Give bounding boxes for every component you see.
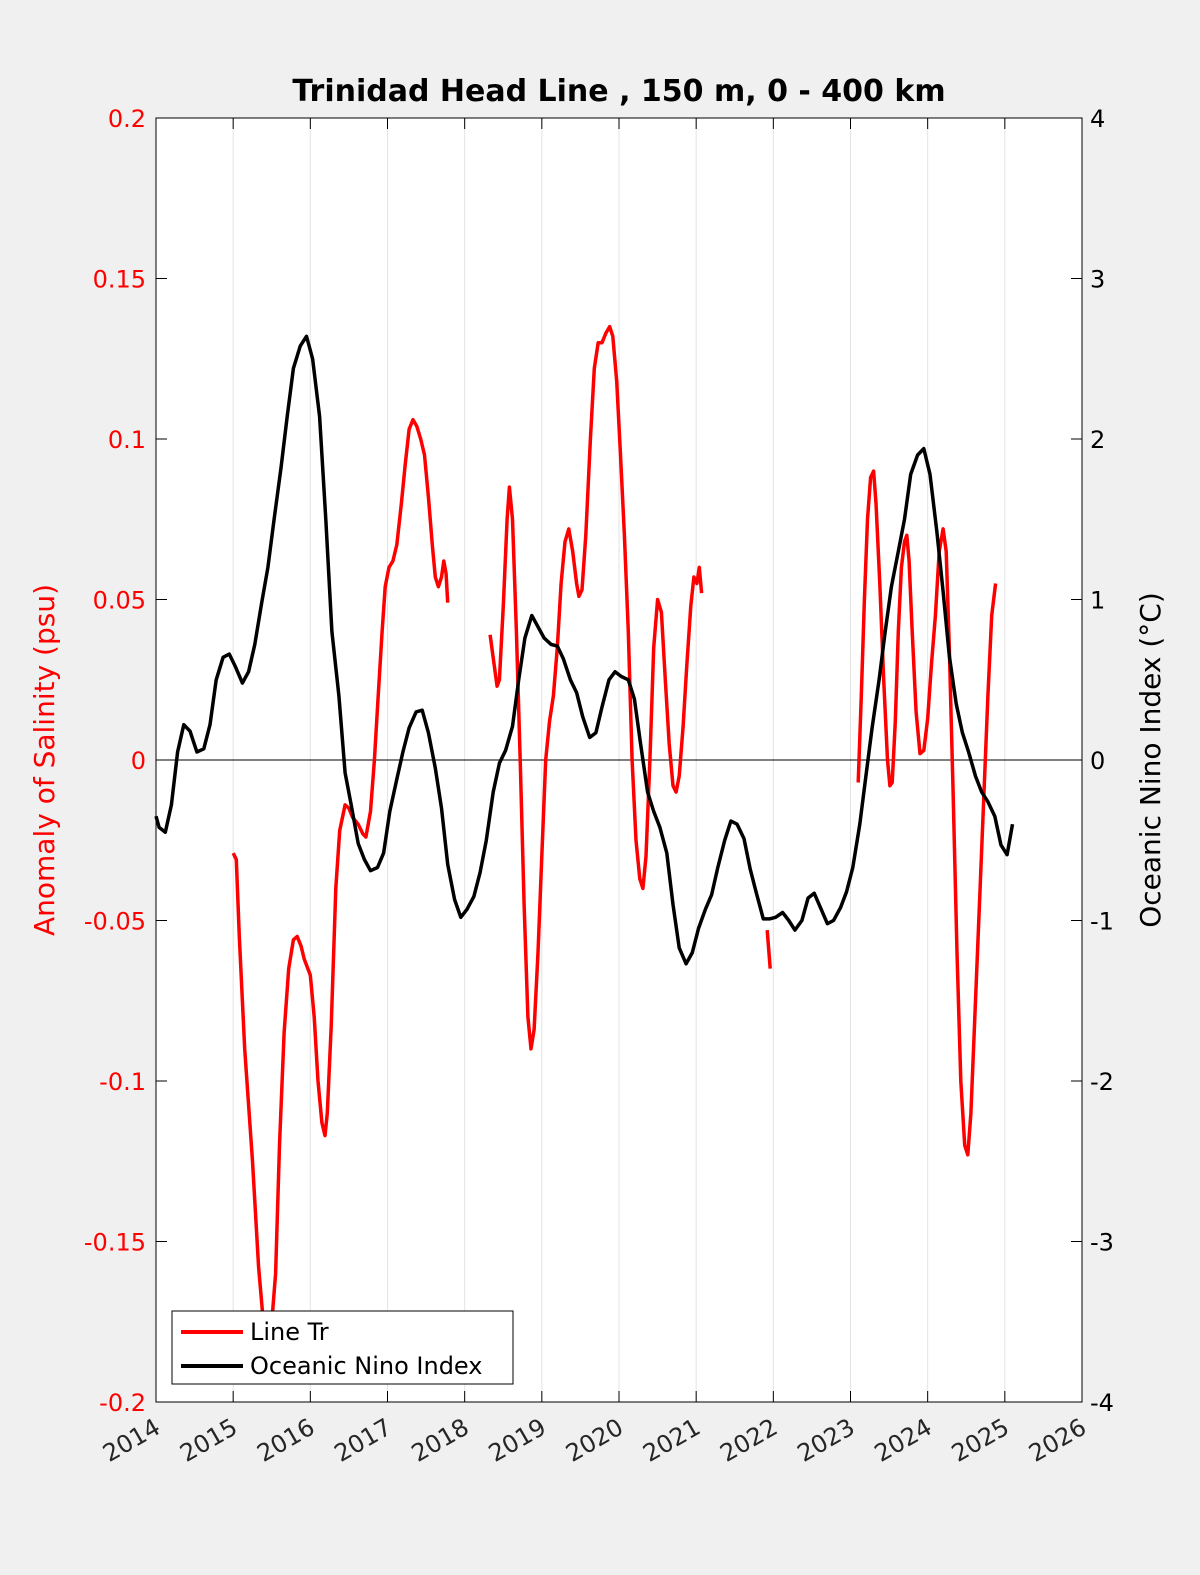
y-right-tick-label: 3	[1090, 266, 1105, 294]
x-tick-label: 2022	[715, 1413, 782, 1468]
x-tick-label: 2023	[793, 1413, 860, 1468]
y-right-tick-label: 0	[1090, 747, 1105, 775]
legend-box	[171, 1310, 514, 1385]
salinity-series-line	[765, 929, 772, 969]
y-right-tick-label: 2	[1090, 426, 1105, 454]
x-tick-label: 2025	[947, 1413, 1014, 1468]
y-left-tick-label: 0	[131, 747, 146, 775]
legend-label-salinity: Line Tr	[250, 1318, 329, 1346]
y-left-tick-label: -0.05	[84, 908, 146, 936]
y-left-tick-label: 0.1	[108, 426, 146, 454]
chart-title: Trinidad Head Line , 150 m, 0 - 400 km	[292, 74, 945, 109]
x-tick-label: 2019	[484, 1413, 551, 1468]
y-left-tick-label: -0.2	[99, 1389, 146, 1417]
x-tick-label: 2017	[330, 1413, 397, 1468]
x-tick-label: 2021	[638, 1413, 705, 1468]
x-tick-label: 2026	[1024, 1413, 1091, 1468]
salinity-series-line	[856, 469, 998, 1157]
y-right-tick-label: -3	[1090, 1229, 1114, 1257]
x-tick-label: 2024	[870, 1413, 937, 1468]
oni-series-line	[154, 334, 1015, 966]
x-tick-label: 2016	[252, 1413, 319, 1468]
y-right-tick-label: 1	[1090, 587, 1105, 615]
y-axis-right-label: Oceanic Nino Index (°C)	[1134, 592, 1167, 928]
y-left-tick-label: -0.1	[99, 1068, 146, 1096]
x-tick-label: 2020	[561, 1413, 628, 1468]
y-left-tick-label: 0.05	[93, 587, 146, 615]
salinity-series-line	[488, 324, 704, 1051]
y-left-tick-label: -0.15	[84, 1229, 146, 1257]
x-tick-label: 2018	[407, 1413, 474, 1468]
y-right-tick-label: -1	[1090, 908, 1114, 936]
y-axis-left-label: Anomaly of Salinity (psu)	[28, 584, 61, 936]
x-tick-label: 2014	[98, 1413, 165, 1468]
x-tick-label: 2015	[175, 1413, 242, 1468]
y-right-tick-label: -4	[1090, 1389, 1114, 1417]
series-layer	[154, 324, 1015, 1340]
legend: Line Tr Oceanic Nino Index	[171, 1310, 514, 1385]
legend-label-oni: Oceanic Nino Index	[250, 1352, 482, 1380]
y-left-tick-label: 0.15	[93, 266, 146, 294]
y-right-tick-label: 4	[1090, 105, 1105, 133]
y-right-tick-label: -2	[1090, 1068, 1114, 1096]
y-left-tick-label: 0.2	[108, 105, 146, 133]
